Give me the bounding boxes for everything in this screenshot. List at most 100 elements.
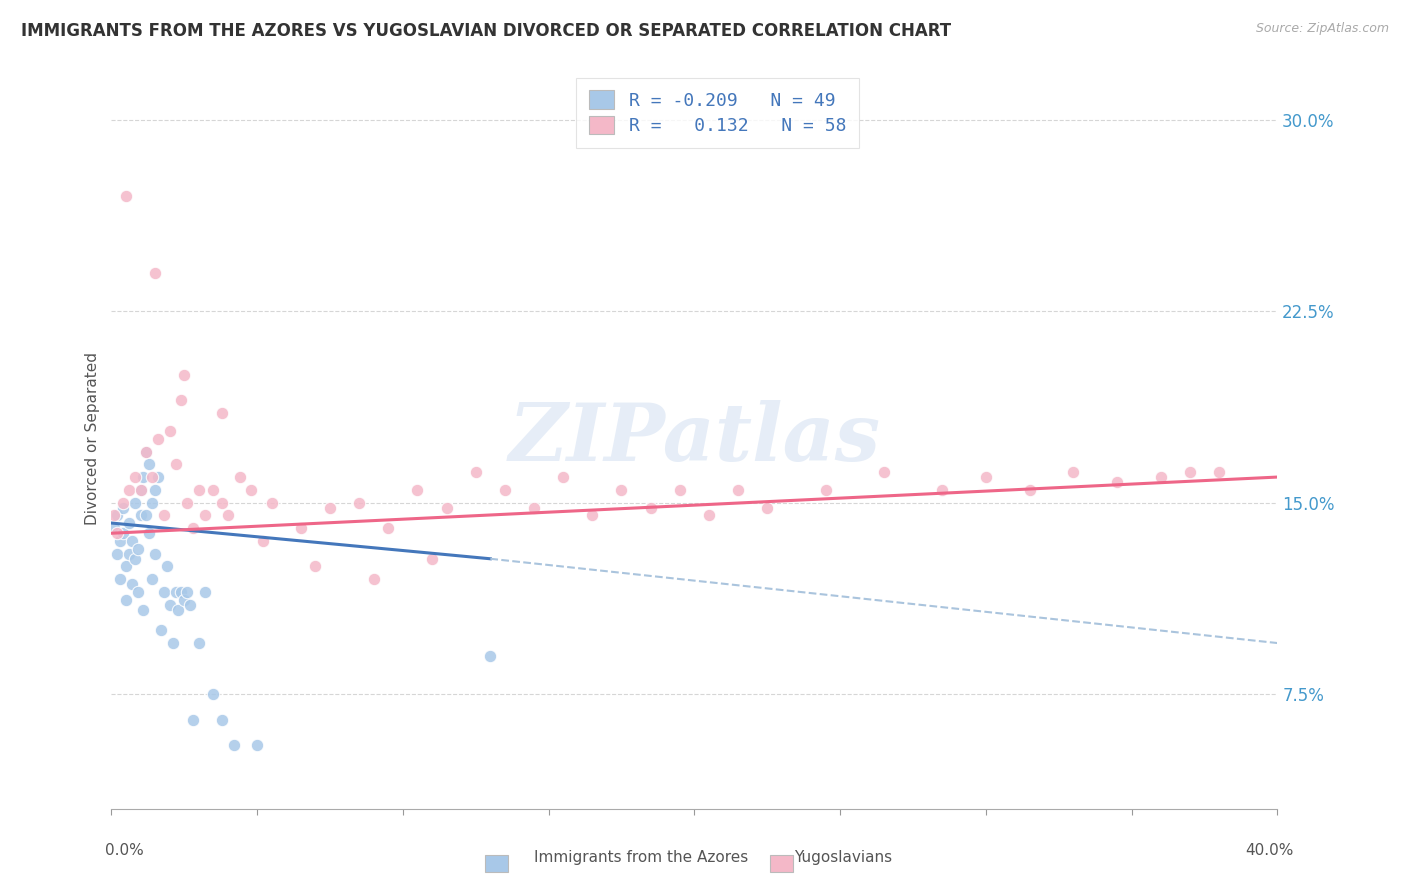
Point	[697, 508, 720, 523]
Point	[406, 483, 429, 497]
Point	[181, 713, 204, 727]
Point	[135, 508, 157, 523]
Point	[290, 521, 312, 535]
Point	[153, 508, 176, 523]
Point	[304, 559, 326, 574]
Point	[1105, 475, 1128, 490]
Point	[668, 483, 690, 497]
Point	[103, 521, 125, 535]
Text: 40.0%: 40.0%	[1246, 843, 1294, 858]
Point	[640, 500, 662, 515]
Point	[141, 470, 163, 484]
Point	[121, 577, 143, 591]
Point	[121, 533, 143, 548]
Point	[118, 516, 141, 530]
Point	[170, 393, 193, 408]
Y-axis label: Divorced or Separated: Divorced or Separated	[86, 352, 100, 525]
Point	[105, 526, 128, 541]
Point	[132, 603, 155, 617]
Point	[135, 444, 157, 458]
Point	[1062, 465, 1084, 479]
Point	[173, 368, 195, 382]
Point	[187, 636, 209, 650]
Point	[974, 470, 997, 484]
Point	[194, 585, 217, 599]
Text: Source: ZipAtlas.com: Source: ZipAtlas.com	[1256, 22, 1389, 36]
Point	[179, 598, 201, 612]
Point	[127, 541, 149, 556]
Point	[135, 444, 157, 458]
Text: IMMIGRANTS FROM THE AZORES VS YUGOSLAVIAN DIVORCED OR SEPARATED CORRELATION CHAR: IMMIGRANTS FROM THE AZORES VS YUGOSLAVIA…	[21, 22, 952, 40]
Point	[347, 495, 370, 509]
Point	[146, 432, 169, 446]
Point	[1208, 465, 1230, 479]
Point	[217, 508, 239, 523]
Point	[211, 406, 233, 420]
Point	[176, 495, 198, 509]
Point	[143, 547, 166, 561]
Point	[931, 483, 953, 497]
Point	[727, 483, 749, 497]
Point	[156, 559, 179, 574]
Point	[222, 738, 245, 752]
Point	[146, 470, 169, 484]
Point	[1150, 470, 1173, 484]
Point	[494, 483, 516, 497]
Point	[170, 585, 193, 599]
Point	[118, 483, 141, 497]
Point	[181, 521, 204, 535]
Point	[118, 547, 141, 561]
Point	[153, 585, 176, 599]
Point	[112, 500, 135, 515]
Point	[112, 526, 135, 541]
Point	[159, 598, 181, 612]
Point	[108, 533, 131, 548]
Point	[377, 521, 399, 535]
Point	[115, 559, 138, 574]
Point	[127, 585, 149, 599]
Point	[149, 624, 172, 638]
Point	[260, 495, 283, 509]
Point	[112, 495, 135, 509]
Point	[141, 572, 163, 586]
Point	[108, 572, 131, 586]
Point	[756, 500, 779, 515]
Point	[202, 483, 225, 497]
Point	[420, 551, 443, 566]
Point	[240, 483, 263, 497]
Point	[194, 508, 217, 523]
Point	[141, 495, 163, 509]
Point	[143, 483, 166, 497]
Point	[162, 636, 184, 650]
Point	[105, 508, 128, 523]
Point	[187, 483, 209, 497]
Point	[103, 508, 125, 523]
Point	[159, 424, 181, 438]
Point	[176, 585, 198, 599]
Point	[138, 526, 160, 541]
Point	[479, 648, 502, 663]
Point	[363, 572, 385, 586]
Text: 0.0%: 0.0%	[105, 843, 145, 858]
Point	[553, 470, 575, 484]
Point	[115, 592, 138, 607]
Text: ZIPatlas: ZIPatlas	[509, 400, 880, 477]
Legend: R = -0.209   N = 49, R =   0.132   N = 58: R = -0.209 N = 49, R = 0.132 N = 58	[576, 78, 859, 148]
Point	[167, 603, 190, 617]
Point	[202, 687, 225, 701]
Point	[523, 500, 546, 515]
Point	[129, 483, 152, 497]
Point	[252, 533, 274, 548]
Point	[124, 551, 146, 566]
Point	[165, 585, 187, 599]
Text: Immigrants from the Azores: Immigrants from the Azores	[534, 850, 748, 865]
Point	[211, 713, 233, 727]
Point	[228, 470, 250, 484]
Point	[581, 508, 603, 523]
Point	[143, 266, 166, 280]
Point	[124, 470, 146, 484]
Point	[173, 592, 195, 607]
Point	[124, 495, 146, 509]
Point	[1018, 483, 1040, 497]
Point	[464, 465, 486, 479]
